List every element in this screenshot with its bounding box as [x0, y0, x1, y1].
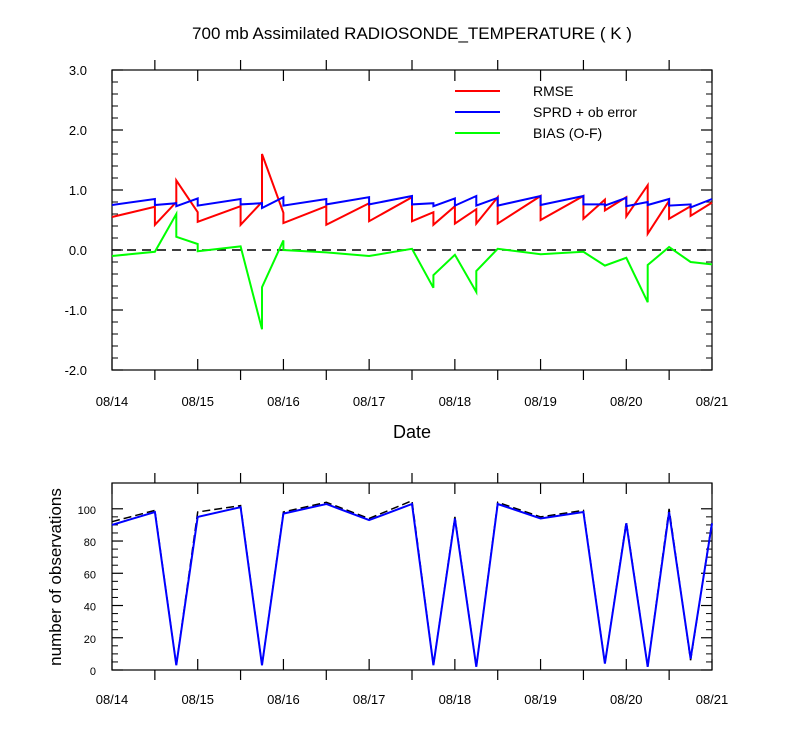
- bottom-y-tick-label: 20: [84, 634, 96, 646]
- top-series-line-0: [111, 153, 713, 238]
- top-series-line-1: [111, 194, 713, 210]
- top-y-tick-label: 3.0: [69, 63, 87, 78]
- bottom-x-tick-label: 08/17: [353, 692, 386, 707]
- top-series-line-2: [111, 210, 713, 330]
- top-chart: 700 mb Assimilated RADIOSONDE_TEMPERATUR…: [65, 24, 729, 442]
- bottom-chart: 08/14 08/15 08/16 08/17 08/18 08/19 08/20 08/21…: [46, 473, 728, 707]
- top-x-axis-label: Date: [393, 422, 431, 442]
- bottom-y-axis-label: number of observations: [46, 488, 65, 666]
- legend-label-sprd: SPRD + ob error: [533, 104, 637, 120]
- bottom-x-tick-label: 08/18: [439, 692, 472, 707]
- legend: RMSE SPRD + ob error BIAS (O-F): [455, 83, 637, 141]
- legend-label-bias: BIAS (O-F): [533, 125, 602, 141]
- top-axes: 08/14 08/15 08/16 08/17 08/18 08/19 08/20 08/21…: [65, 60, 729, 409]
- bottom-x-tick-label: 08/16: [267, 692, 300, 707]
- bottom-series-line-0: [111, 499, 713, 667]
- top-y-tick-label: 2.0: [69, 123, 87, 138]
- top-x-tick-label: 08/14: [96, 394, 129, 409]
- top-y-tick-label: -2.0: [65, 363, 87, 378]
- top-series-group: [111, 153, 713, 330]
- bottom-y-tick-label: 80: [84, 537, 96, 549]
- top-y-tick-label: 1.0: [69, 183, 87, 198]
- bottom-x-tick-label: 08/19: [524, 692, 557, 707]
- bottom-x-tick-label: 08/14: [96, 692, 129, 707]
- chart-title: 700 mb Assimilated RADIOSONDE_TEMPERATUR…: [192, 24, 632, 43]
- top-x-tick-label: 08/21: [696, 394, 729, 409]
- bottom-series-group: [111, 499, 713, 667]
- bottom-y-tick-label: 60: [84, 569, 96, 581]
- bottom-y-tick-label: 0: [90, 666, 96, 678]
- top-x-tick-label: 08/18: [439, 394, 472, 409]
- bottom-y-tick-label: 100: [78, 505, 96, 517]
- top-x-tick-label: 08/16: [267, 394, 300, 409]
- top-x-tick-label: 08/19: [524, 394, 557, 409]
- bottom-x-tick-label: 08/15: [181, 692, 214, 707]
- bottom-series-line-1: [111, 502, 713, 667]
- top-y-tick-label: 0.0: [69, 243, 87, 258]
- top-x-tick-label: 08/17: [353, 394, 386, 409]
- bottom-axes: 08/14 08/15 08/16 08/17 08/18 08/19 08/20 08/21…: [78, 473, 729, 707]
- top-x-tick-label: 08/20: [610, 394, 643, 409]
- bottom-y-tick-label: 40: [84, 602, 96, 614]
- top-y-tick-label: -1.0: [65, 303, 87, 318]
- top-x-tick-label: 08/15: [181, 394, 214, 409]
- bottom-x-tick-label: 08/20: [610, 692, 643, 707]
- legend-label-rmse: RMSE: [533, 83, 573, 99]
- bottom-x-tick-label: 08/21: [696, 692, 729, 707]
